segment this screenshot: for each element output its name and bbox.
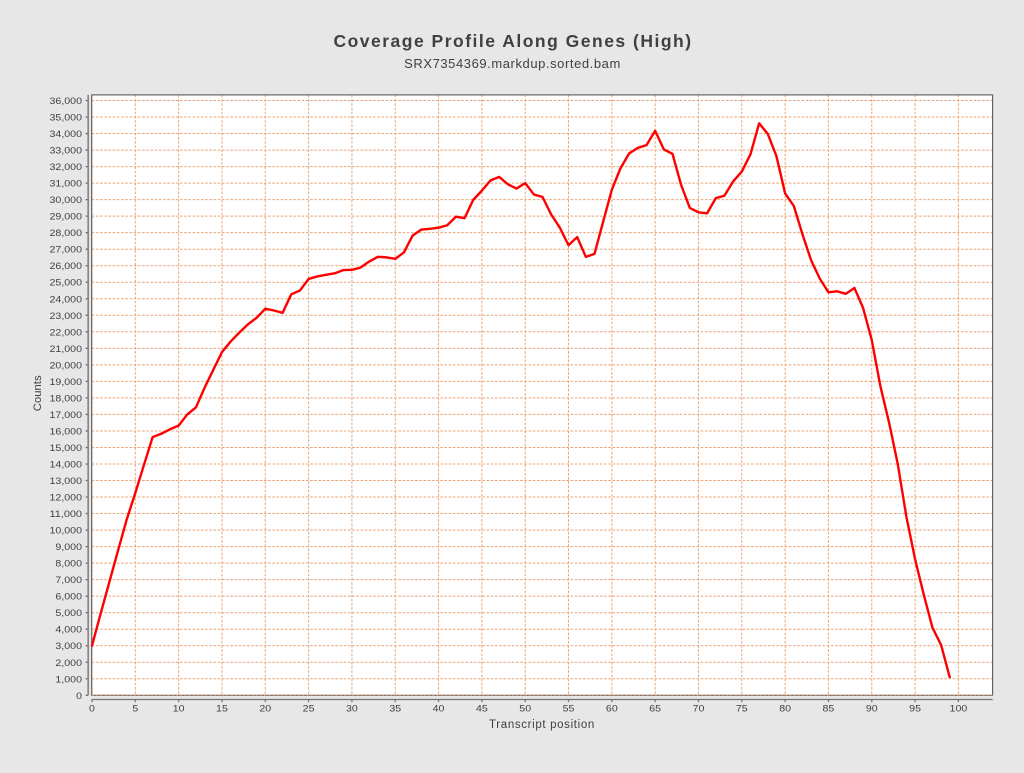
svg-text:50: 50 (519, 704, 531, 715)
svg-text:10,000: 10,000 (50, 526, 83, 537)
svg-text:18,000: 18,000 (50, 393, 83, 404)
svg-text:25,000: 25,000 (50, 278, 83, 289)
svg-text:27,000: 27,000 (50, 245, 83, 256)
svg-text:8,000: 8,000 (55, 559, 82, 570)
svg-text:36,000: 36,000 (50, 96, 83, 107)
svg-text:15,000: 15,000 (50, 443, 83, 454)
svg-text:11,000: 11,000 (50, 509, 83, 520)
svg-text:15: 15 (216, 704, 228, 715)
svg-text:6,000: 6,000 (55, 592, 82, 603)
svg-text:25: 25 (303, 704, 315, 715)
svg-text:22,000: 22,000 (50, 327, 83, 338)
svg-text:31,000: 31,000 (50, 179, 83, 190)
svg-text:100: 100 (950, 704, 968, 715)
svg-text:24,000: 24,000 (50, 294, 83, 305)
svg-text:80: 80 (779, 704, 791, 715)
svg-text:95: 95 (909, 704, 921, 715)
svg-text:60: 60 (606, 704, 618, 715)
svg-text:Coverage Profile Along Genes (: Coverage Profile Along Genes (High) (333, 31, 692, 51)
svg-text:26,000: 26,000 (50, 261, 83, 272)
svg-text:28,000: 28,000 (50, 228, 83, 239)
svg-text:30,000: 30,000 (50, 195, 83, 206)
svg-text:35,000: 35,000 (50, 113, 83, 124)
svg-text:70: 70 (693, 704, 705, 715)
svg-text:SRX7354369.markdup.sorted.bam: SRX7354369.markdup.sorted.bam (404, 56, 621, 71)
svg-text:7,000: 7,000 (55, 575, 82, 586)
svg-text:40: 40 (433, 704, 445, 715)
svg-text:90: 90 (866, 704, 878, 715)
svg-text:0: 0 (89, 704, 95, 715)
svg-text:1,000: 1,000 (55, 674, 82, 685)
svg-text:30: 30 (346, 704, 358, 715)
svg-text:16,000: 16,000 (50, 426, 83, 437)
svg-text:34,000: 34,000 (50, 129, 83, 140)
svg-text:75: 75 (736, 704, 748, 715)
svg-text:17,000: 17,000 (50, 410, 83, 421)
svg-text:0: 0 (76, 691, 82, 702)
svg-text:45: 45 (476, 704, 488, 715)
svg-text:Counts: Counts (32, 375, 44, 411)
svg-text:21,000: 21,000 (50, 344, 83, 355)
svg-text:14,000: 14,000 (50, 459, 83, 470)
svg-text:13,000: 13,000 (50, 476, 83, 487)
svg-text:20,000: 20,000 (50, 360, 83, 371)
svg-text:29,000: 29,000 (50, 212, 83, 223)
svg-text:32,000: 32,000 (50, 162, 83, 173)
svg-text:19,000: 19,000 (50, 377, 83, 388)
svg-text:2,000: 2,000 (55, 658, 82, 669)
svg-text:20: 20 (259, 704, 271, 715)
svg-text:65: 65 (649, 704, 661, 715)
svg-text:3,000: 3,000 (55, 641, 82, 652)
svg-text:85: 85 (823, 704, 835, 715)
svg-text:23,000: 23,000 (50, 311, 83, 322)
svg-text:9,000: 9,000 (55, 542, 82, 553)
svg-text:55: 55 (563, 704, 575, 715)
svg-text:33,000: 33,000 (50, 146, 83, 157)
svg-text:35: 35 (389, 704, 401, 715)
svg-text:5,000: 5,000 (55, 608, 82, 619)
svg-text:Transcript position: Transcript position (489, 719, 595, 731)
svg-text:4,000: 4,000 (55, 625, 82, 636)
svg-text:5: 5 (132, 704, 138, 715)
svg-text:10: 10 (173, 704, 185, 715)
svg-text:12,000: 12,000 (50, 493, 83, 504)
